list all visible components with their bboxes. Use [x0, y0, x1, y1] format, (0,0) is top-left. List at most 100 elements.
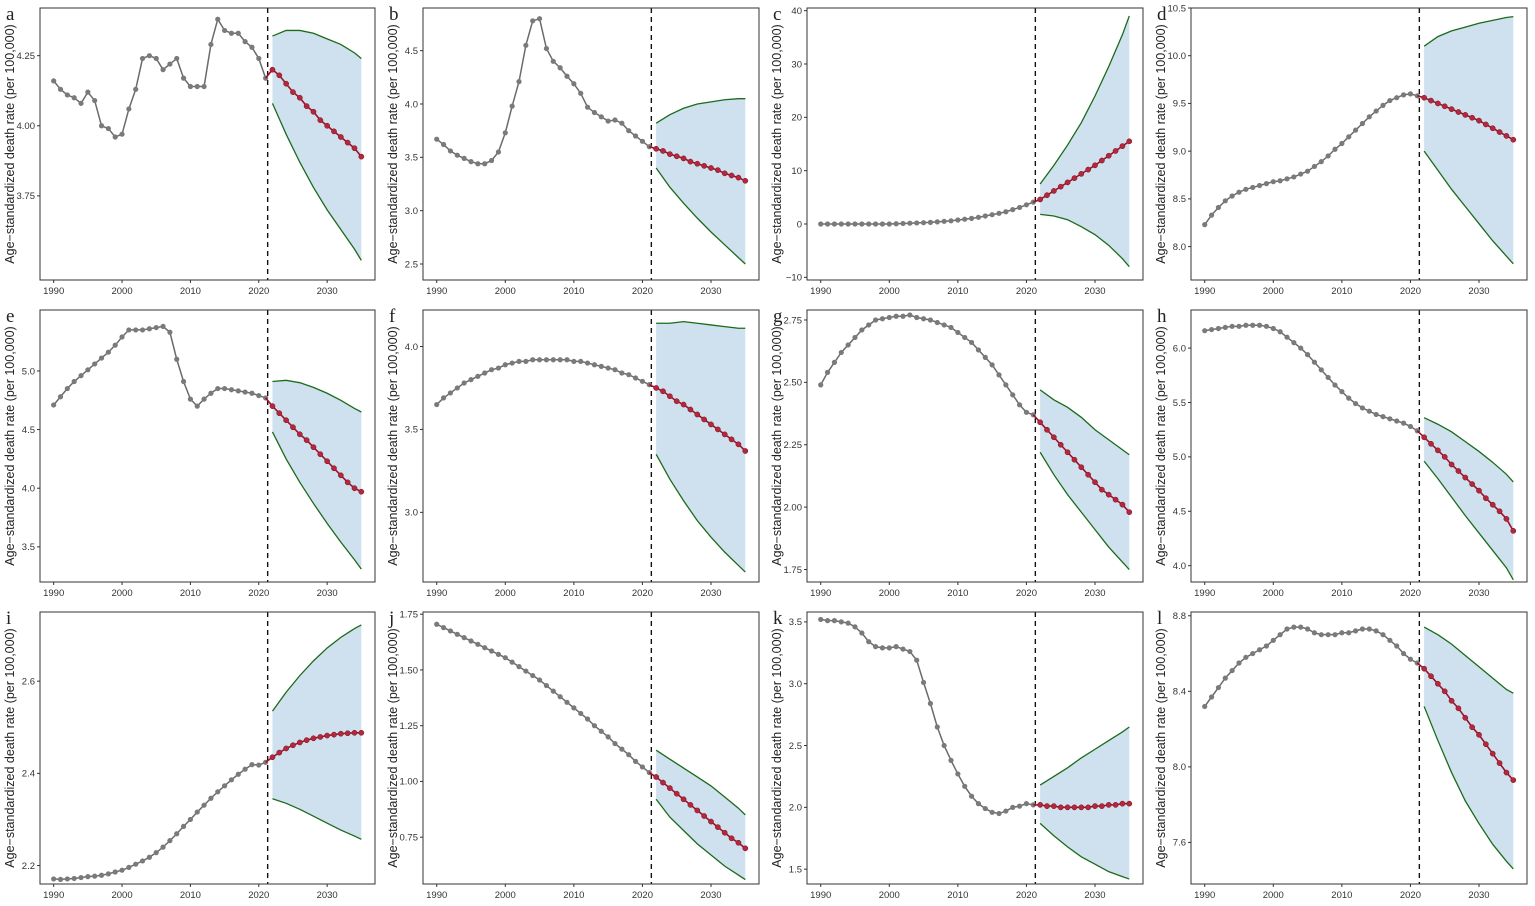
observed-data-point [1380, 632, 1386, 638]
observed-data-point [818, 382, 824, 388]
projected-data-point [1483, 495, 1489, 502]
projected-data-point [708, 165, 714, 171]
observed-data-point [872, 317, 879, 323]
observed-data-point [818, 221, 824, 227]
y-tick-label: 3.5 [789, 617, 802, 628]
projected-data-point [1510, 528, 1517, 534]
observed-data-point [1325, 632, 1331, 638]
observed-data-point [1003, 209, 1009, 215]
projected-data-point [1078, 804, 1085, 811]
observed-data-point [215, 385, 221, 392]
y-tick-label: 1.75 [784, 565, 803, 576]
observed-data-point [146, 854, 152, 860]
y-tick-label: 10 [791, 166, 802, 177]
x-tick-label: 2020 [1016, 286, 1037, 297]
observed-data-point [536, 16, 543, 22]
observed-data-point [98, 872, 105, 878]
observed-data-point [160, 323, 166, 330]
observed-data-point [180, 378, 187, 385]
observed-data-point [1208, 326, 1215, 333]
projected-data-point [1126, 800, 1133, 807]
observed-data-point [1325, 153, 1331, 159]
y-tick-label: 1.25 [400, 721, 419, 732]
observed-data-point [187, 83, 194, 90]
y-tick-label: 8.0 [1173, 762, 1186, 773]
observed-data-point [228, 777, 235, 783]
projected-data-point [1421, 665, 1427, 672]
observed-data-point [578, 710, 584, 717]
observed-data-point [879, 316, 886, 322]
observed-data-point [941, 218, 947, 224]
observed-data-point [105, 349, 111, 355]
observed-data-point [1346, 134, 1352, 140]
projected-data-point [1112, 496, 1119, 503]
panel-letter: k [773, 608, 783, 629]
observed-series-line [436, 17, 650, 165]
observed-data-point [927, 700, 934, 707]
x-tick-label: 2000 [495, 588, 516, 599]
observed-data-point [1250, 184, 1256, 191]
x-tick-label: 2020 [248, 890, 269, 901]
observed-data-point [78, 874, 84, 881]
y-tick-label: 8.5 [1173, 194, 1186, 205]
observed-data-point [139, 858, 146, 864]
observed-data-point [900, 220, 906, 227]
observed-data-point [1236, 323, 1242, 329]
ci-lower-bound-line [272, 798, 362, 840]
ci-lower-bound-line [1039, 822, 1130, 880]
projected-data-point [269, 754, 276, 761]
observed-data-point [626, 372, 632, 378]
observed-data-point [605, 118, 611, 124]
projected-data-point [296, 94, 303, 101]
projected-data-point [269, 66, 276, 73]
observed-data-point [78, 373, 84, 379]
observed-data-point [454, 385, 460, 391]
projected-data-point [1421, 434, 1427, 441]
observed-data-point [71, 95, 77, 101]
observed-data-point [1023, 801, 1030, 807]
observed-data-point [1202, 222, 1208, 228]
projected-data-point [290, 424, 296, 431]
observed-data-point [920, 679, 927, 686]
x-tick-label: 1990 [43, 890, 64, 901]
observed-data-point [619, 120, 625, 126]
observed-data-point [632, 375, 639, 381]
projected-data-point [1064, 449, 1071, 456]
observed-data-point [1277, 329, 1283, 335]
y-tick-label: 3.5 [405, 425, 418, 436]
observed-data-point [598, 363, 604, 369]
y-axis-label: Age−standardized death rate (per 100,000… [770, 628, 784, 867]
y-tick-label: 2.50 [784, 378, 803, 389]
projected-data-point [1071, 175, 1078, 181]
observed-data-point [434, 136, 440, 142]
observed-data-point [1414, 93, 1420, 99]
x-tick-label: 2010 [563, 286, 584, 297]
observed-data-point [859, 221, 865, 227]
observed-data-point [174, 831, 180, 837]
projected-data-point [1051, 188, 1057, 194]
observed-data-point [434, 401, 440, 408]
projected-data-point [1044, 192, 1050, 199]
ci-lower-bound-line [1040, 213, 1130, 268]
projected-data-point [735, 174, 742, 181]
observed-data-point [126, 864, 132, 870]
observed-data-point [1222, 675, 1228, 681]
projected-data-point [673, 790, 680, 797]
observed-data-point [639, 378, 646, 384]
projected-data-point [1085, 166, 1091, 173]
observed-data-point [112, 342, 118, 348]
observed-data-point [78, 100, 84, 106]
observed-data-point [98, 355, 105, 361]
observed-data-point [221, 27, 228, 34]
observed-data-point [1030, 802, 1036, 808]
x-tick-label: 1990 [1194, 286, 1215, 297]
observed-data-point [1304, 626, 1311, 632]
observed-data-point [1359, 120, 1366, 127]
projected-data-point [1462, 714, 1469, 721]
observed-data-point [1311, 163, 1318, 170]
x-tick-label: 2020 [1400, 286, 1421, 297]
observed-data-point [119, 131, 125, 137]
observed-data-point [194, 403, 200, 409]
projected-data-point [653, 145, 659, 152]
